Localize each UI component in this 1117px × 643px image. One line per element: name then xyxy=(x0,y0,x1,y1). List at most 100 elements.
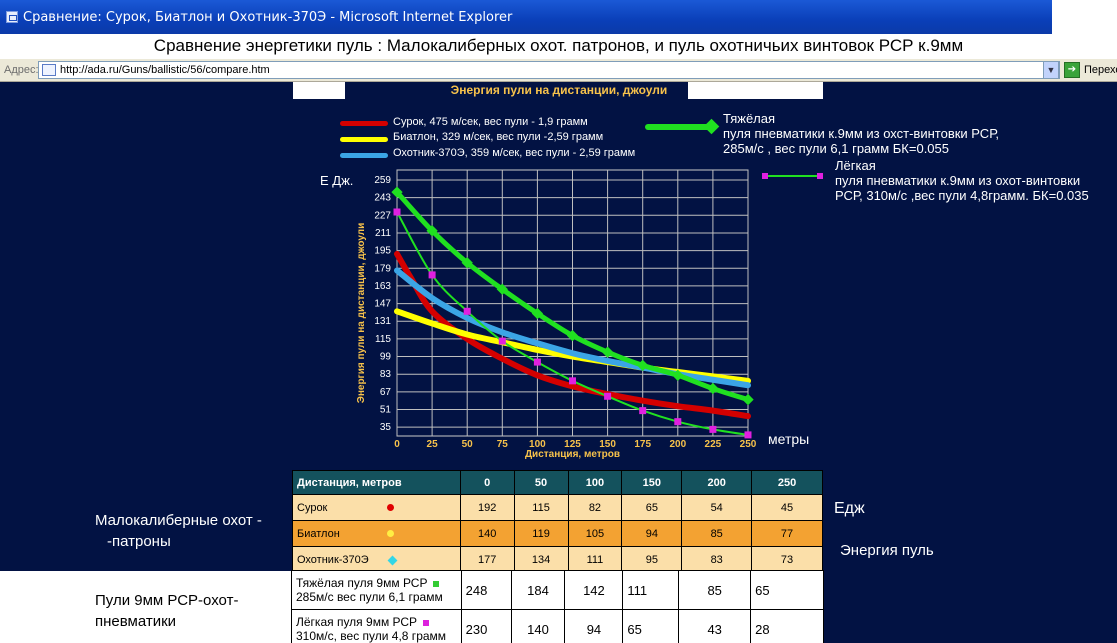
x-tick-label: 50 xyxy=(462,439,474,450)
x-tick-label: 175 xyxy=(634,439,651,450)
data-point-light xyxy=(604,392,612,400)
y-tick-label: 99 xyxy=(380,352,392,363)
data-point-light xyxy=(533,358,541,366)
data-point-light xyxy=(393,208,401,216)
legend-swatch-biathlon xyxy=(340,137,388,142)
table-cell: 73 xyxy=(751,546,823,574)
row-label-text: Биатлон xyxy=(297,527,340,540)
table-cell: 111 xyxy=(567,546,623,574)
table-cell: 192 xyxy=(459,494,515,521)
table-cell: 119 xyxy=(513,520,569,547)
table-cell: 95 xyxy=(621,546,683,574)
go-arrow-icon[interactable]: ➔ xyxy=(1064,62,1080,78)
magenta-square-icon xyxy=(423,619,430,626)
page-heading: Сравнение энергетики пуль : Малокалиберн… xyxy=(153,36,964,55)
white-block xyxy=(688,82,823,99)
green-square-icon xyxy=(433,580,440,587)
x-tick-label: 25 xyxy=(427,439,439,450)
pcp-table: Тяжёлая пуля 9мм РСР 285м/с вес пули 6,1… xyxy=(291,570,824,643)
table-header-cell: 0 xyxy=(459,470,515,495)
chevron-down-icon[interactable]: ▼ xyxy=(1043,61,1059,79)
cyan-diamond-icon xyxy=(387,555,398,566)
table-cell: 65 xyxy=(621,494,683,521)
table-header-cell: 150 xyxy=(621,470,683,495)
table-row: Лёгкая пуля 9мм РСР 310м/с, вес пули 4,8… xyxy=(291,609,824,643)
row-label: Тяжёлая пуля 9мм РСР 285м/с вес пули 6,1… xyxy=(291,570,462,610)
data-point-heavy xyxy=(426,225,438,237)
row-label-line1: Тяжёлая пуля 9мм РСР xyxy=(296,576,457,590)
row-label-text: Охотник-370Э xyxy=(297,554,369,566)
data-point-heavy xyxy=(637,359,649,372)
data-point-heavy xyxy=(742,393,754,406)
legend-marker-heavy xyxy=(703,118,720,135)
table-cell: 85 xyxy=(681,520,753,547)
smallbore-label-line2: -патроны xyxy=(107,533,171,550)
data-point-light xyxy=(463,307,471,315)
y-tick-label: 35 xyxy=(380,422,392,433)
row-label: Биатлон xyxy=(292,520,461,547)
x-tick-label: 100 xyxy=(529,439,546,450)
data-point-heavy xyxy=(601,346,614,358)
y-tick-label: 51 xyxy=(380,405,392,416)
x-tick-label: 0 xyxy=(394,439,400,450)
address-bar: Адрес: http://ada.ru/Guns/ballistic/56/c… xyxy=(0,58,1117,82)
legend-marker-light xyxy=(762,173,768,179)
row-label: Охотник-370Э xyxy=(292,546,461,574)
energy-label: Энергия пуль xyxy=(840,542,934,559)
smallbore-label: Малокалиберные охот - -патроны xyxy=(95,510,262,552)
y-tick-label: 115 xyxy=(375,334,391,345)
go-button[interactable]: Перехо xyxy=(1084,64,1117,76)
legend-light-line1: Лёгкая xyxy=(835,158,876,173)
data-point-heavy xyxy=(672,369,684,381)
legend-swatch-surok xyxy=(340,121,388,126)
y-tick-label: 259 xyxy=(374,175,391,186)
row-label-text: Сурок xyxy=(297,501,328,514)
series-surok-line xyxy=(394,250,751,420)
smallbore-label-line1: Малокалиберные охот - xyxy=(95,512,262,529)
table-cell: 142 xyxy=(564,570,624,610)
legend-heavy-line1: Тяжёлая xyxy=(723,111,776,126)
legend-heavy: Тяжёлая пуля пневматики к.9мм из охст-ви… xyxy=(723,111,999,156)
table-cell: 82 xyxy=(567,494,623,521)
table-cell: 177 xyxy=(459,546,515,574)
table-cell: 94 xyxy=(564,609,624,643)
table-cell: 94 xyxy=(621,520,683,547)
legend-swatch-hunter xyxy=(340,153,388,158)
data-point-light xyxy=(639,407,647,415)
y-tick-label: 227 xyxy=(374,210,391,221)
y-tick-label: 179 xyxy=(374,263,391,274)
data-point-light xyxy=(428,271,436,279)
table-cell: 184 xyxy=(510,570,566,610)
series-hunter-line xyxy=(394,267,751,389)
y-tick-label: 163 xyxy=(374,281,391,292)
legend-heavy-line3: 285м/с , вес пули 6,1 грамм БК=0.055 xyxy=(723,141,949,156)
row-label-line2: 285м/с вес пули 6,1 грамм xyxy=(296,590,443,604)
address-url[interactable]: http://ada.ru/Guns/ballistic/56/compare.… xyxy=(60,64,270,76)
y-tick-label: 67 xyxy=(380,387,392,398)
table-cell: 77 xyxy=(751,520,823,547)
table-cell: 45 xyxy=(751,494,823,521)
window-titlebar: Сравнение: Сурок, Биатлон и Охотник-370Э… xyxy=(0,0,1052,34)
table-cell: 105 xyxy=(567,520,623,547)
data-point-heavy xyxy=(391,186,403,198)
y-axis-label: Энергия пули на дистанции, джоули xyxy=(356,223,367,404)
red-dot-icon xyxy=(387,504,394,511)
legend-light-line2: пуля пневматики к.9мм из охот-винтовки xyxy=(835,173,1081,188)
legend-light-line3: РСР, 310м/с ,вес пули 4,8грамм. БК=0.035 xyxy=(835,188,1089,203)
legend-marker-light xyxy=(817,173,823,179)
data-point-light xyxy=(569,377,576,385)
y-tick-label: 211 xyxy=(375,228,391,239)
chart-title: Энергия пули на дистанции, джоули xyxy=(450,83,668,97)
table-header-cell: 250 xyxy=(751,470,823,495)
x-tick-label: 150 xyxy=(599,439,616,450)
table-row: Биатлон 140 119 105 94 85 77 xyxy=(292,520,823,547)
y-tick-label: 243 xyxy=(374,193,391,204)
table-cell: 140 xyxy=(459,520,515,547)
data-point-light xyxy=(744,431,752,439)
row-label-line1: Лёгкая пуля 9мм РСР xyxy=(296,615,457,629)
x-tick-label: 75 xyxy=(497,439,509,450)
table-cell: 65 xyxy=(750,570,824,610)
table-cell: 43 xyxy=(678,609,752,643)
address-input[interactable]: http://ada.ru/Guns/ballistic/56/compare.… xyxy=(38,61,1060,79)
